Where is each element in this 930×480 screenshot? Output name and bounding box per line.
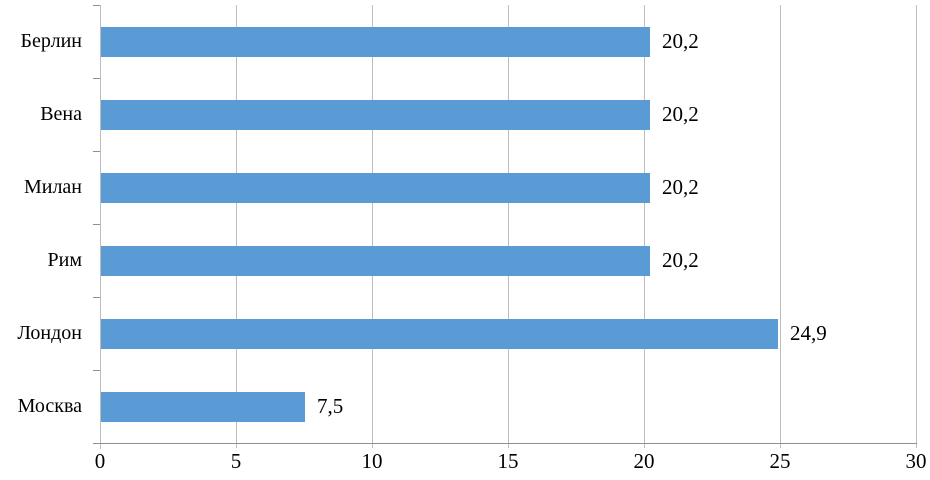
category-label: Вена: [40, 103, 82, 125]
plot-area: 20,2 20,2 20,2 20,2 24,9 7,5: [93, 5, 917, 448]
y-axis-tick: [93, 370, 100, 371]
bar: [101, 392, 305, 422]
x-axis-labels: 0 5 10 15 20 25 30: [0, 449, 930, 477]
category-label: Берлин: [20, 30, 82, 52]
bar: [101, 246, 650, 276]
x-tick-label: 30: [905, 449, 927, 473]
x-tick-label: 15: [497, 449, 519, 473]
category-label: Рим: [47, 249, 82, 271]
value-label: 20,2: [662, 175, 699, 199]
y-axis-tick: [93, 5, 100, 6]
y-axis-tick: [93, 151, 100, 152]
value-label: 20,2: [662, 29, 699, 53]
gridline: [780, 5, 781, 448]
category-label: Лондон: [17, 322, 82, 344]
value-label: 7,5: [317, 394, 344, 418]
y-axis-line: [100, 5, 101, 449]
gridline: [236, 5, 237, 448]
gridline: [916, 5, 917, 448]
category-label: Милан: [23, 176, 82, 198]
x-tick-label: 10: [361, 449, 383, 473]
gridline: [508, 5, 509, 448]
y-axis-tick: [93, 224, 100, 225]
bar: [101, 27, 650, 57]
x-tick-label: 0: [94, 449, 106, 473]
gridline: [644, 5, 645, 448]
x-axis-line: [100, 443, 917, 444]
bar: [101, 319, 778, 349]
y-axis-tick: [93, 443, 100, 444]
value-label: 20,2: [662, 248, 699, 272]
category-axis: Берлин Вена Милан Рим Лондон Москва: [0, 5, 92, 443]
x-tick-label: 20: [633, 449, 655, 473]
x-tick-label: 5: [230, 449, 242, 473]
value-label: 24,9: [790, 321, 827, 345]
category-label: Москва: [17, 395, 82, 417]
x-tick-label: 25: [769, 449, 791, 473]
bar: [101, 173, 650, 203]
gridline: [372, 5, 373, 448]
bar: [101, 100, 650, 130]
y-axis-tick: [93, 78, 100, 79]
y-axis-tick: [93, 297, 100, 298]
value-label: 20,2: [662, 102, 699, 126]
